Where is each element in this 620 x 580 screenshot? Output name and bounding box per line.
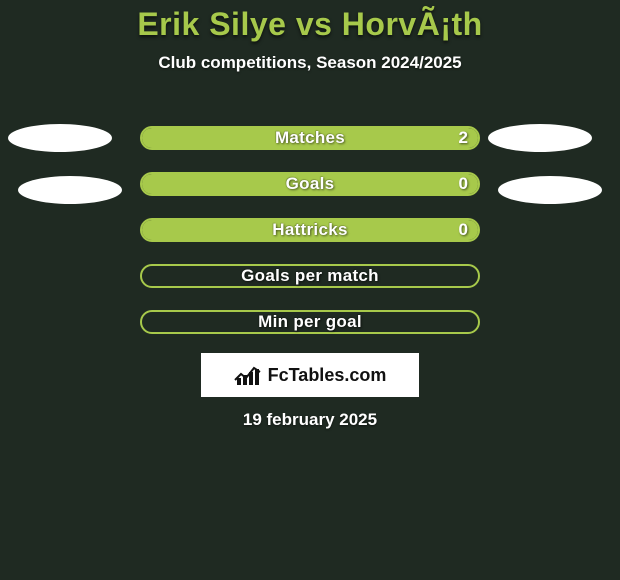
stat-pill: Matches2 [140, 126, 480, 150]
comparison-row: Goals per match [0, 253, 620, 299]
player-marker-left [8, 124, 112, 152]
stat-label: Min per goal [142, 312, 478, 332]
stat-label: Goals per match [142, 266, 478, 286]
comparison-row: Hattricks0 [0, 207, 620, 253]
generated-date: 19 february 2025 [0, 410, 620, 430]
stat-pill: Goals0 [140, 172, 480, 196]
player-marker-left [18, 176, 122, 204]
brand-chart-icon [234, 364, 262, 386]
stat-label: Matches [142, 128, 478, 148]
comparison-row: Min per goal [0, 299, 620, 345]
page-title: Erik Silye vs HorvÃ¡th [0, 0, 620, 43]
brand-text: FcTables.com [268, 365, 387, 386]
stat-pill: Hattricks0 [140, 218, 480, 242]
stat-label: Goals [142, 174, 478, 194]
stat-value-right: 0 [459, 220, 468, 240]
stat-pill: Min per goal [140, 310, 480, 334]
page-subtitle: Club competitions, Season 2024/2025 [0, 53, 620, 73]
stat-pill: Goals per match [140, 264, 480, 288]
stat-value-right: 0 [459, 174, 468, 194]
stat-value-right: 2 [459, 128, 468, 148]
brand-badge: FcTables.com [201, 353, 419, 397]
stat-label: Hattricks [142, 220, 478, 240]
player-marker-right [498, 176, 602, 204]
player-marker-right [488, 124, 592, 152]
